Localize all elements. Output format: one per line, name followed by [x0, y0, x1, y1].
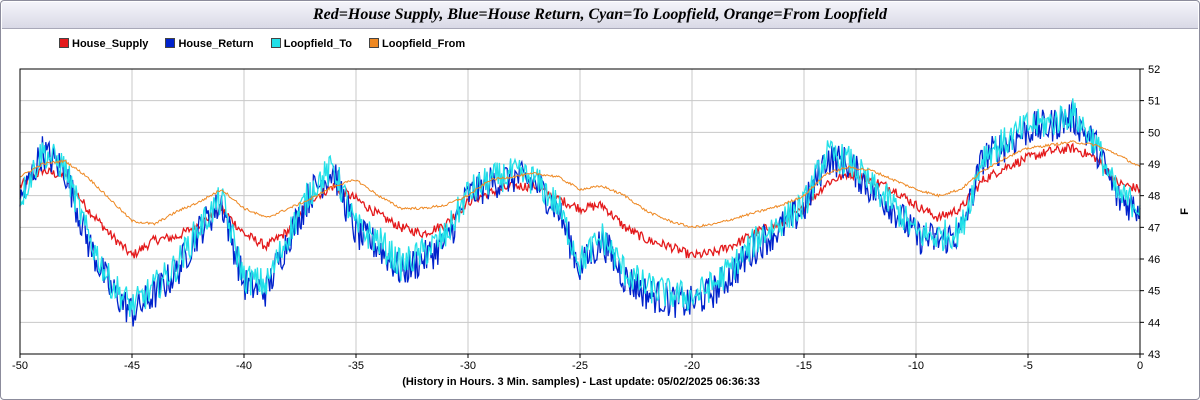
legend-swatch-loopfield-to [270, 38, 281, 49]
series-line-loopfield-to [19, 98, 1141, 317]
legend-swatch-loopfield-from [369, 38, 380, 49]
x-tick-label: -15 [796, 360, 812, 372]
legend: House_Supply House_Return Loopfield_To L… [59, 38, 479, 54]
y-tick-label: 44 [1148, 317, 1160, 329]
legend-item-loopfield-from: Loopfield_From [369, 38, 465, 50]
y-tick-label: 50 [1148, 127, 1160, 139]
x-axis-caption: (History in Hours. 3 Min. samples) - Las… [402, 376, 760, 388]
y-axis-label: F [1179, 208, 1191, 215]
y-tick-label: 48 [1148, 191, 1160, 203]
chart-title: Red=House Supply, Blue=House Return, Cya… [2, 2, 1198, 29]
x-tick-label: -40 [236, 360, 252, 372]
x-tick-label: -25 [572, 360, 588, 372]
x-tick-label: -5 [1023, 360, 1033, 372]
y-tick-label: 46 [1148, 254, 1160, 266]
x-tick-label: -20 [684, 360, 700, 372]
x-tick-label: -35 [348, 360, 364, 372]
y-tick-label: 43 [1148, 349, 1160, 361]
legend-label: Loopfield_To [283, 38, 352, 51]
legend-label: House_Supply [72, 38, 149, 51]
y-tick-label: 52 [1148, 64, 1160, 76]
x-tick-label: 0 [1137, 360, 1143, 372]
series-line-loopfield-from [19, 140, 1141, 229]
legend-item-loopfield-to: Loopfield_To [270, 38, 352, 51]
legend-label: Loopfield_From [382, 38, 466, 51]
series-line-house-supply [19, 142, 1141, 259]
legend-label: House_Return [178, 38, 254, 51]
x-tick-label: -45 [124, 360, 140, 372]
legend-swatch-house-return [165, 38, 176, 49]
x-tick-label: -30 [460, 360, 476, 372]
x-tick-label: -10 [908, 360, 924, 372]
y-tick-label: 49 [1148, 159, 1160, 171]
y-tick-label: 45 [1148, 286, 1160, 298]
legend-item-house-return: House_Return [165, 38, 254, 51]
y-tick-label: 47 [1148, 222, 1160, 234]
legend-swatch-house-supply [59, 38, 69, 49]
legend-item-house-supply: House_Supply [59, 38, 148, 50]
x-tick-label: -50 [12, 360, 28, 372]
y-tick-label: 51 [1148, 96, 1160, 108]
